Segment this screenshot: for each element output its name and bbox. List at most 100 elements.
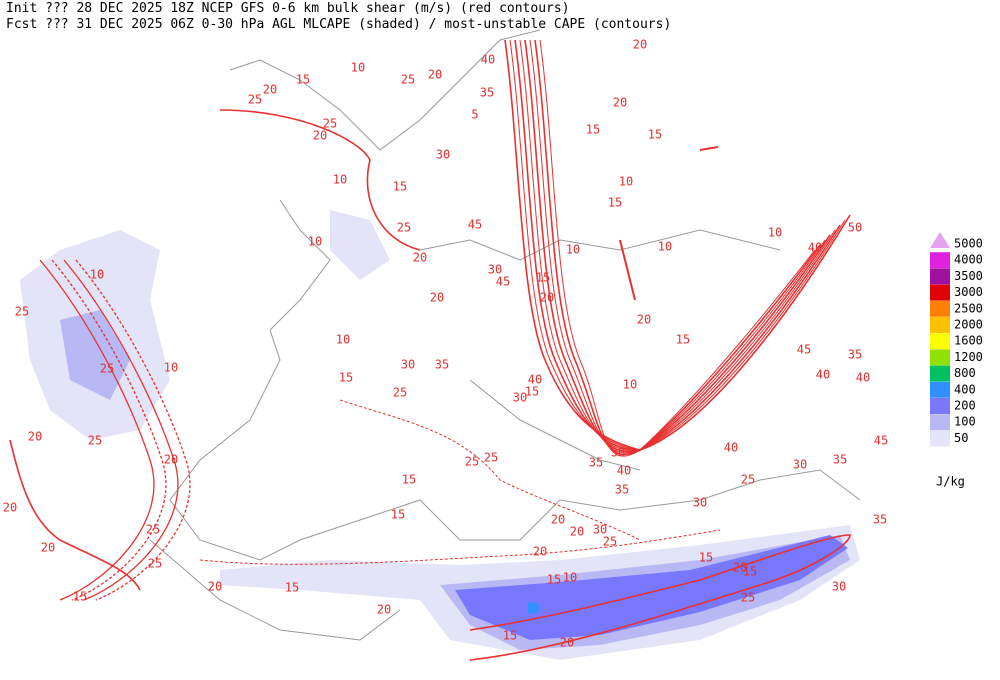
contour-label: 20 bbox=[28, 430, 42, 444]
contour-label: 20 bbox=[430, 291, 444, 305]
contour-label: 40 bbox=[481, 53, 495, 67]
contour-label: 30 bbox=[513, 391, 527, 405]
contour-label: 25 bbox=[397, 221, 411, 235]
contour bbox=[514, 39, 841, 451]
contour-label: 20 bbox=[733, 561, 747, 575]
contour bbox=[539, 39, 816, 457]
contour-label: 30 bbox=[832, 580, 846, 594]
contour-label: 15 bbox=[676, 333, 690, 347]
contour-label: 30 bbox=[593, 523, 607, 537]
contour-label: 10 bbox=[619, 175, 633, 189]
contour-label: 10 bbox=[768, 226, 782, 240]
contour bbox=[339, 399, 641, 541]
legend-swatch bbox=[930, 414, 950, 431]
contour bbox=[219, 109, 421, 251]
contour bbox=[524, 39, 831, 453]
contour-label: 25 bbox=[146, 523, 160, 537]
legend-label: 2500 bbox=[954, 301, 983, 315]
legend-swatch bbox=[930, 284, 950, 301]
contour bbox=[529, 39, 826, 454]
contour-label: 30 bbox=[693, 496, 707, 510]
contour-label: 10 bbox=[333, 173, 347, 187]
contour-label: 25 bbox=[148, 557, 162, 571]
legend-label: 100 bbox=[954, 415, 976, 429]
contour-label: 20 bbox=[263, 83, 277, 97]
contour-label: 15 bbox=[743, 565, 757, 579]
contour bbox=[469, 534, 851, 661]
legend-label: 200 bbox=[954, 399, 976, 413]
contour-label: 25 bbox=[393, 386, 407, 400]
contour-label: 15 bbox=[285, 581, 299, 595]
contour-label: 10 bbox=[563, 571, 577, 585]
contour-label: 25 bbox=[100, 362, 114, 376]
contour-label: 25 bbox=[484, 451, 498, 465]
contour-label: 10 bbox=[658, 240, 672, 254]
contour-label: 40 bbox=[617, 464, 631, 478]
contour-label: 25 bbox=[741, 473, 755, 487]
legend-label: 400 bbox=[954, 382, 976, 396]
legend-label: 4000 bbox=[954, 253, 983, 267]
contour-label: 15 bbox=[402, 473, 416, 487]
contour-label: 25 bbox=[248, 93, 262, 107]
contour-label: 15 bbox=[648, 128, 662, 142]
contour-label: 15 bbox=[525, 385, 539, 399]
contour bbox=[534, 39, 821, 456]
contour-label: 40 bbox=[808, 241, 822, 255]
contour-label: 20 bbox=[560, 636, 574, 650]
legend-label: 5000 bbox=[954, 237, 983, 251]
contour-label: 15 bbox=[547, 573, 561, 587]
contour-label: 45 bbox=[874, 434, 888, 448]
contour-label: 10 bbox=[90, 268, 104, 282]
contour-label: 35 bbox=[848, 348, 862, 362]
legend-label: 50 bbox=[954, 431, 968, 445]
contour-label: 10 bbox=[623, 378, 637, 392]
contour-label: 10 bbox=[351, 61, 365, 75]
legend-swatch bbox=[930, 398, 950, 414]
contour-label: 40 bbox=[856, 371, 870, 385]
contour bbox=[39, 259, 155, 601]
contour-label: 15 bbox=[339, 371, 353, 385]
contour-label: 25 bbox=[741, 591, 755, 605]
contour-label: 20 bbox=[208, 580, 222, 594]
contour-label: 15 bbox=[73, 590, 87, 604]
contour bbox=[504, 39, 851, 451]
contour-label: 20 bbox=[551, 513, 565, 527]
legend-label: 2000 bbox=[954, 318, 983, 332]
contour-label: 10 bbox=[566, 243, 580, 257]
contour-label: 35 bbox=[873, 513, 887, 527]
contour-label: 45 bbox=[496, 275, 510, 289]
contour bbox=[9, 439, 141, 591]
legend-label: 3500 bbox=[954, 269, 983, 283]
legend: 5000 4000 3500 3000 2500 2000 1600 1200 800 400 20… bbox=[930, 232, 983, 489]
contour-label: 20 bbox=[533, 545, 547, 559]
contour-label: 15 bbox=[393, 180, 407, 194]
contour-label: 20 bbox=[313, 129, 327, 143]
header-line: Fcst ??? 31 DEC 2025 06Z 0-30 hPa AGL ML… bbox=[6, 17, 671, 32]
contour-label: 45 bbox=[468, 218, 482, 232]
legend-swatch bbox=[930, 430, 950, 447]
contour-label: 15 bbox=[586, 123, 600, 137]
contour-label: 25 bbox=[465, 455, 479, 469]
header-line: Init ??? 28 DEC 2025 18Z NCEP GFS 0-6 km… bbox=[6, 1, 570, 16]
contour-label: 40 bbox=[724, 441, 738, 455]
contour-label: 20 bbox=[377, 603, 391, 617]
contour-label: 50 bbox=[848, 221, 862, 235]
contour-label: 20 bbox=[164, 453, 178, 467]
coastlines bbox=[149, 29, 861, 641]
contour bbox=[509, 39, 846, 451]
contour-label: 35 bbox=[833, 453, 847, 467]
contour-label: 30 bbox=[793, 458, 807, 472]
contour bbox=[519, 39, 836, 451]
legend-swatch bbox=[930, 365, 950, 382]
contour-label: 10 bbox=[336, 333, 350, 347]
contour-label: 15 bbox=[536, 271, 550, 285]
contour-label: 15 bbox=[608, 196, 622, 210]
contour-label: 20 bbox=[570, 525, 584, 539]
contour-label: 40 bbox=[816, 368, 830, 382]
legend-label: 3000 bbox=[954, 285, 983, 299]
contour bbox=[51, 259, 167, 601]
contour-label: 45 bbox=[797, 343, 811, 357]
contour-label: 40 bbox=[528, 373, 542, 387]
